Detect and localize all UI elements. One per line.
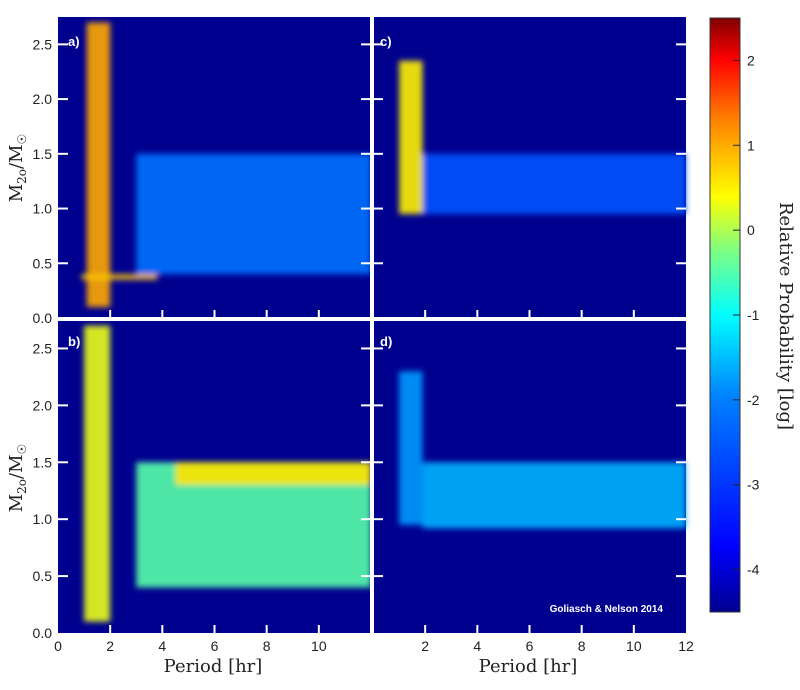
colorbar-label: Relative Probability [log] [775,202,796,430]
y-tick-label: 1.0 [33,201,53,217]
panel-b [58,320,371,633]
heatmap-region [136,153,371,275]
colorbar-tick-label: -2 [747,392,760,408]
x-tick-label: 8 [578,638,586,654]
heatmap-region [399,371,423,525]
y-tick-label: 2.5 [33,340,53,356]
heatmap-region [399,60,423,215]
heatmap-region [175,462,371,486]
y-tick-label: 2.5 [33,36,53,52]
heatmap-layer [84,325,371,622]
x-tick-label: 2 [106,638,114,654]
y-tick-label: 0.5 [33,568,53,584]
y-tick-label: 0.0 [33,310,53,326]
y-tick-label: 1.0 [33,511,53,527]
x-axis-label-right: Period [hr] [479,656,578,677]
panel-a [58,17,371,318]
colorbar-tick-label: 2 [747,52,755,68]
y-tick-label: 2.0 [33,397,53,413]
heatmap-region [84,325,111,622]
x-tick-label: 6 [211,638,219,654]
x-tick-label: 4 [158,638,166,654]
y-tick-label: 2.0 [33,91,53,107]
panel-c-tag: c) [380,34,392,49]
x-tick-label: 2 [421,638,429,654]
colorbar-tick-label: -3 [747,477,760,493]
x-axis-label-left: Period [hr] [164,656,263,677]
x-tick-label: 0 [54,638,62,654]
y-tick-label: 0.5 [33,255,53,271]
y-tick-label: 1.5 [33,454,53,470]
credit-text: Goliasch & Nelson 2014 [550,604,664,615]
colorbar-tick-label: 1 [747,137,755,153]
panel-d-tag: d) [380,334,392,349]
heatmap-layer [399,371,686,529]
colorbar-tick-label: -4 [747,562,760,578]
heatmap-layer [399,60,686,215]
panel-d [373,320,686,633]
heatmap-region [422,153,686,215]
panel-a-tag: a) [68,34,80,49]
heatmap-region [86,22,111,308]
colorbar-tick-label: 0 [747,222,755,238]
x-tick-label: 10 [311,638,327,654]
heatmap-region [81,274,158,280]
x-tick-label: 4 [473,638,481,654]
axis-ticks: 0.0 0.5 1.0 1.5 2.0 2.5 0.0 0.5 1.0 1.5 2.0 2.5 0 2 4 6… [33,36,694,654]
panel-separator-vertical [370,17,374,633]
heatmap-region [422,462,686,529]
colorbar-tick-label: -1 [747,307,760,323]
panel-b-tag: b) [68,334,80,349]
x-tick-label: 12 [678,638,694,654]
x-tick-label: 8 [263,638,271,654]
colorbar-ticks: 2 1 0 -1 -2 -3 -4 [733,52,760,578]
y-tick-label: 0.0 [33,625,53,641]
heatmap-layer [81,22,371,308]
x-tick-label: 10 [626,638,642,654]
y-axis-label-top: M2o/M☉ [6,134,29,203]
y-tick-label: 1.5 [33,146,53,162]
x-tick-label: 6 [526,638,534,654]
panel-c [373,17,686,318]
y-axis-label-bottom: M2o/M☉ [6,444,29,513]
